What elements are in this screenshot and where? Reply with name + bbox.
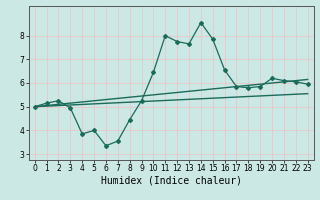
X-axis label: Humidex (Indice chaleur): Humidex (Indice chaleur) [101, 176, 242, 186]
